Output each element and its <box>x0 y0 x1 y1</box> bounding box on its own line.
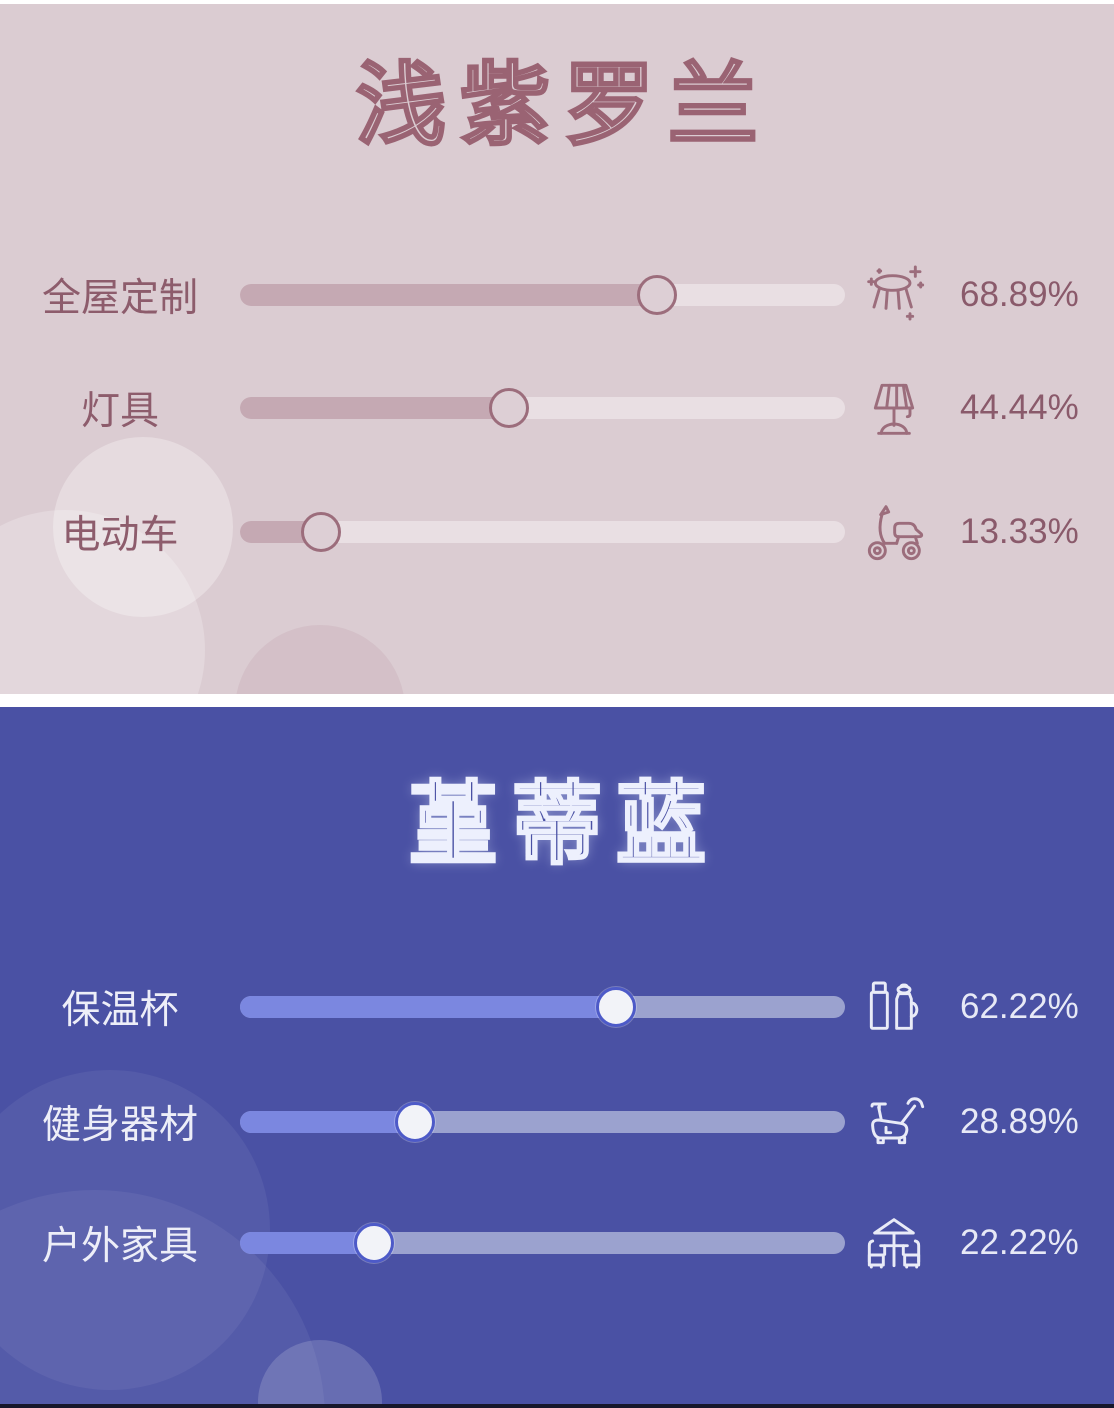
decorative-circle <box>258 1340 382 1404</box>
panel-violet-blue: 堇蒂蓝 保温杯 62.22% 健身器材 <box>0 707 1114 1404</box>
slider-row: 电动车 13.33% <box>0 487 1114 577</box>
slider-fill <box>240 1111 415 1133</box>
exercise-bike-icon <box>850 1082 938 1162</box>
row-label: 健身器材 <box>41 1104 198 1147</box>
slider-row: 全屋定制 68.89% <box>0 250 1114 340</box>
slider-fill <box>240 397 509 419</box>
row-label: 保温杯 <box>61 989 179 1032</box>
slider-row: 灯具 44.44% <box>0 363 1114 453</box>
slider-fill <box>240 1232 375 1254</box>
round-table-icon <box>850 255 938 335</box>
row-label: 全屋定制 <box>41 277 198 320</box>
slider-thumb[interactable] <box>394 1102 435 1142</box>
table-lamp-icon <box>850 368 938 448</box>
row-label: 灯具 <box>80 390 159 433</box>
slider-thumb[interactable] <box>488 388 529 428</box>
row-label: 户外家具 <box>41 1225 198 1268</box>
row-value: 68.89% <box>960 275 1079 314</box>
slider-thumb[interactable] <box>596 987 637 1027</box>
bottom-edge <box>0 1404 1114 1408</box>
row-value: 28.89% <box>960 1102 1079 1141</box>
slider-fill <box>240 521 321 543</box>
slider-thumb[interactable] <box>354 1223 395 1263</box>
slider-thumb[interactable] <box>300 512 341 552</box>
slider-row: 保温杯 62.22% <box>0 962 1114 1052</box>
slider-track[interactable] <box>240 512 845 552</box>
slider-row: 户外家具 22.22% <box>0 1198 1114 1288</box>
decorative-circle <box>235 625 405 694</box>
scooter-icon <box>850 492 938 572</box>
row-value: 62.22% <box>960 987 1079 1026</box>
row-value: 44.44% <box>960 388 1079 427</box>
patio-furniture-icon <box>850 1203 938 1283</box>
panel-title: 浅紫罗兰 <box>355 55 772 158</box>
thermos-icon <box>850 967 938 1047</box>
slider-track[interactable] <box>240 1102 845 1142</box>
row-value: 13.33% <box>960 512 1079 551</box>
row-value: 22.22% <box>960 1223 1079 1262</box>
slider-fill <box>240 996 617 1018</box>
slider-track[interactable] <box>240 987 845 1027</box>
slider-row: 健身器材 28.89% <box>0 1077 1114 1167</box>
slider-thumb[interactable] <box>636 275 677 315</box>
panel-light-violet: 浅紫罗兰 全屋定制 68.89% 灯具 <box>0 4 1114 694</box>
slider-track[interactable] <box>240 275 845 315</box>
panel-title: 堇蒂蓝 <box>407 774 720 877</box>
slider-fill <box>240 284 657 306</box>
slider-track[interactable] <box>240 388 845 428</box>
slider-track[interactable] <box>240 1223 845 1263</box>
row-label: 电动车 <box>61 514 179 557</box>
